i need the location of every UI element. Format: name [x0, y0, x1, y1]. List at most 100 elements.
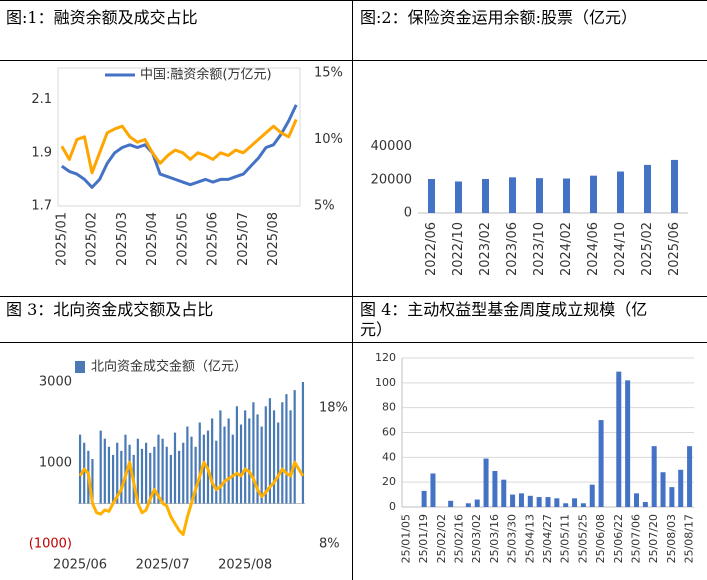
x-tick-label: 25/05/11	[559, 514, 572, 563]
bar	[474, 499, 480, 507]
bar	[239, 424, 243, 504]
chart-title: 图:1：融资余额及成交占比	[6, 8, 198, 27]
bar	[580, 503, 586, 507]
bar	[248, 418, 251, 504]
x-tick-label: 25/03/30	[506, 514, 519, 563]
y-tick-label: 60	[382, 426, 396, 439]
y-tick-label: 40	[382, 450, 396, 463]
bar	[492, 470, 498, 507]
bar	[223, 426, 226, 504]
bar	[277, 422, 280, 504]
bar	[536, 178, 543, 213]
y-tick-label: 3000	[39, 375, 72, 390]
x-tick-label: 25/07/20	[647, 514, 660, 563]
bar	[182, 442, 185, 504]
bar	[153, 446, 156, 504]
x-tick-label: 2025/06	[206, 212, 221, 266]
bar	[671, 159, 678, 213]
bar	[501, 479, 507, 507]
x-tick-label: 25/04/27	[541, 514, 554, 563]
bar	[78, 434, 82, 504]
bar	[116, 442, 119, 504]
bar	[281, 402, 284, 504]
bar	[633, 493, 639, 507]
y-tick-label: 1000	[39, 456, 72, 471]
bar	[465, 503, 471, 507]
bar	[285, 394, 288, 504]
y-tick-label: 20000	[371, 172, 412, 187]
x-tick-label: 2024/06	[586, 222, 601, 276]
bar	[107, 446, 111, 504]
bar	[99, 430, 102, 504]
bar	[202, 434, 205, 504]
bar	[173, 432, 177, 504]
x-tick-label: 25/07/06	[629, 514, 642, 563]
y2-tick-label: 15%	[314, 66, 343, 81]
bar	[231, 434, 234, 504]
bar	[617, 171, 624, 213]
line	[60, 118, 298, 175]
bar	[563, 503, 569, 507]
x-tick-label: 25/02/02	[435, 514, 448, 563]
plot-frame	[57, 67, 301, 207]
y-tick-label: 80	[382, 401, 396, 414]
x-tick-label: 2025/02	[640, 222, 655, 276]
x-tick-label: 2024/02	[559, 222, 574, 276]
bar	[190, 436, 193, 504]
bar	[178, 450, 181, 504]
bar	[157, 434, 160, 504]
bar	[678, 469, 684, 507]
bar	[145, 442, 148, 504]
bar	[644, 164, 651, 213]
legend-label: 中国:融资余额(万亿元)	[140, 67, 272, 83]
y2-tick-label: 18%	[319, 400, 348, 415]
bar	[589, 484, 595, 507]
x-tick-label: 25/08/03	[665, 514, 678, 563]
y-tick-label: (1000)	[29, 537, 72, 552]
bar	[545, 497, 551, 507]
x-tick-label: 25/01/05	[399, 514, 412, 563]
y-tick-label: 2.1	[31, 92, 52, 107]
x-tick-label: 2023/06	[505, 222, 520, 276]
x-tick-label: 2025/02	[85, 212, 100, 266]
bar	[244, 410, 247, 504]
bar	[136, 438, 139, 504]
bar	[554, 498, 560, 507]
bar	[260, 426, 263, 504]
x-tick-label: 2025/07	[236, 212, 251, 266]
x-tick-label: 2025/08	[266, 212, 281, 266]
x-tick-label: 2025/01	[54, 212, 69, 266]
bar	[111, 454, 115, 504]
bar	[289, 410, 292, 504]
x-tick-label: 25/08/17	[683, 514, 696, 563]
bar	[252, 402, 255, 504]
bar	[428, 178, 435, 213]
bar	[169, 454, 172, 504]
x-tick-label: 2025/03	[115, 212, 130, 266]
x-tick-label: 2025/06	[667, 222, 682, 276]
bar	[161, 438, 164, 504]
bar	[536, 497, 542, 507]
bar	[235, 406, 238, 504]
x-tick-label: 25/03/16	[488, 514, 501, 563]
bar	[198, 422, 201, 504]
bar	[211, 418, 214, 504]
y2-tick-label: 8%	[319, 537, 340, 552]
bar	[268, 398, 272, 504]
bar	[128, 444, 131, 504]
legend-swatch	[75, 361, 85, 373]
bar	[264, 406, 267, 504]
bar	[219, 410, 222, 504]
y2-tick-label: 5%	[314, 199, 335, 214]
x-tick-label: 2025/04	[145, 212, 160, 266]
x-tick-label: 25/03/02	[470, 514, 483, 563]
x-tick-label: 2025/08	[218, 558, 272, 573]
y-tick-label: 40000	[371, 139, 412, 154]
bar	[301, 382, 305, 504]
bar	[194, 446, 197, 504]
bar	[91, 458, 94, 504]
bar	[272, 410, 276, 504]
bar	[590, 175, 597, 213]
